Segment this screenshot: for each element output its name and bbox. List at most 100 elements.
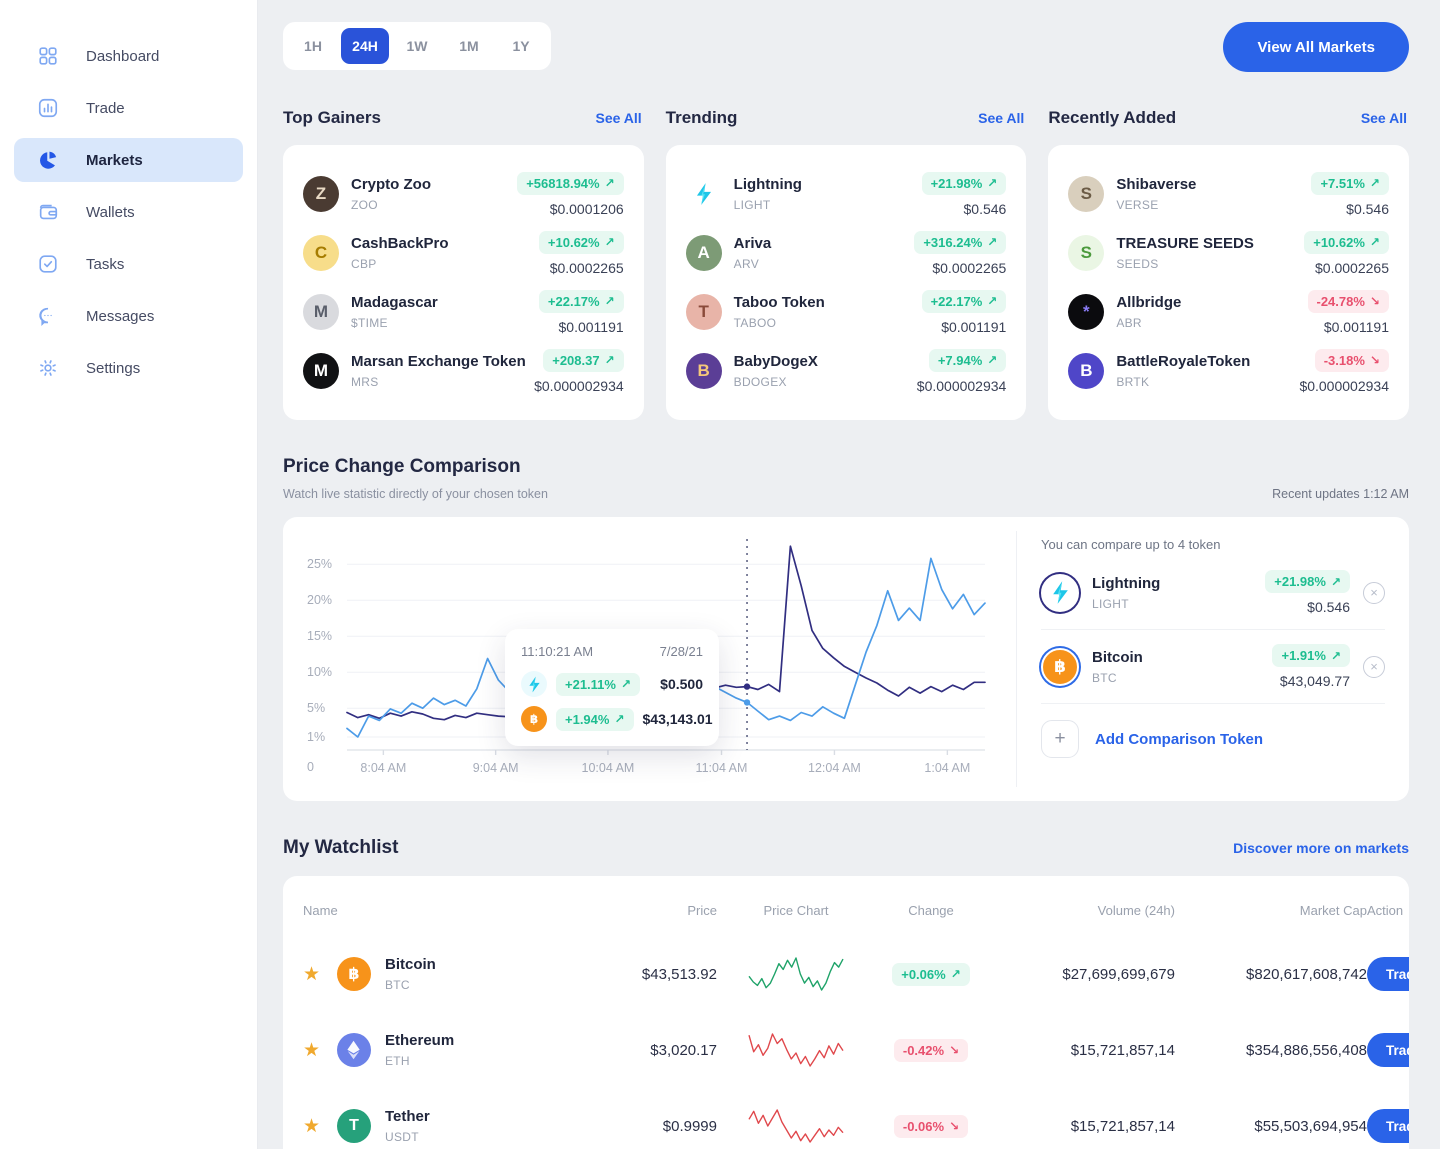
discover-more-link[interactable]: Discover more on markets <box>1233 840 1409 856</box>
range-tab-1w[interactable]: 1W <box>393 28 441 64</box>
tooltip-token-value: $43,143.01 <box>642 711 713 727</box>
change-badge: +7.51% ↗ <box>1311 171 1389 195</box>
price-chart-cell <box>744 953 848 995</box>
tooltip-token-row: ฿ +1.94% ↗ $43,143.01 <box>521 706 713 732</box>
svg-text:10:04 AM: 10:04 AM <box>582 761 635 775</box>
plus-icon[interactable]: + <box>1041 720 1079 758</box>
change-value: -0.42% <box>902 1042 945 1058</box>
token-list-item[interactable]: * Allbridge ABR -24.78% ↘ $0.001191 <box>1068 284 1389 340</box>
token-price: $0.546 <box>1307 599 1350 615</box>
trade-button[interactable]: Trade <box>1367 1033 1409 1067</box>
remove-token-button[interactable]: × <box>1363 581 1385 604</box>
token-list-item[interactable]: Z Crypto Zoo ZOO +56818.94% ↗ $0.0001206 <box>303 166 624 222</box>
price-chart-cell <box>744 1105 848 1147</box>
time-range-tabs: 1H 24H 1W 1M 1Y <box>283 22 551 70</box>
token-symbol: SEEDS <box>1116 257 1159 271</box>
token-price: $43,513.92 <box>641 965 717 983</box>
token-list-item[interactable]: T Taboo Token TABOO +22.17% ↗ $0.001191 <box>685 284 1007 340</box>
sidebar-item-tasks[interactable]: Tasks <box>14 242 243 286</box>
token-list-item[interactable]: M Marsan Exchange Token MRS +208.37 ↗ $0.0000… <box>303 343 624 399</box>
change-value: +22.17% <box>547 293 600 309</box>
add-comparison-token-link[interactable]: Add Comparison Token <box>1095 730 1264 748</box>
token-name: Marsan Exchange Token <box>351 353 526 370</box>
token-name: Shibaverse <box>1116 176 1197 193</box>
messages-icon <box>36 304 60 328</box>
trade-button[interactable]: Trade <box>1367 1109 1409 1143</box>
watchlist-card: Name Price Price Chart Change Volume (24h) Ma… <box>283 876 1409 1149</box>
range-tab-1y[interactable]: 1Y <box>497 28 545 64</box>
volume-value: $15,721,857,14 <box>1070 1041 1175 1059</box>
view-all-markets-button[interactable]: View All Markets <box>1223 22 1409 72</box>
range-tab-24h[interactable]: 24H <box>341 28 389 64</box>
bitcoin-icon: ฿ <box>337 957 371 991</box>
sidebar-item-dashboard[interactable]: Dashboard <box>14 34 243 78</box>
token-price: $0.001191 <box>1323 318 1389 335</box>
sidebar-item-messages[interactable]: Messages <box>14 294 243 338</box>
svg-text:5%: 5% <box>307 701 325 715</box>
see-all-link[interactable]: See All <box>595 110 642 126</box>
lightning-bolt-icon <box>1041 573 1079 612</box>
comparison-chart[interactable]: 11:10:21 AM 7/28/21 +21.11% ↗ $0.500 ฿ +1.94… <box>283 517 1016 801</box>
svg-text:10%: 10% <box>307 665 332 679</box>
token-list-item[interactable]: M Madagascar $TIME +22.17% ↗ $0.001191 <box>303 284 624 340</box>
ethereum-icon <box>337 1033 371 1067</box>
token-symbol: BTC <box>385 978 410 992</box>
wallets-icon <box>36 200 60 224</box>
see-all-link[interactable]: See All <box>978 110 1025 126</box>
change-badge: +22.17% ↗ <box>921 289 1007 313</box>
sidebar-item-markets[interactable]: Markets <box>14 138 243 182</box>
change-badge: +316.24% ↗ <box>914 230 1007 254</box>
token-price: $0.0002265 <box>1315 259 1389 276</box>
token-name: Bitcoin <box>385 956 436 973</box>
tooltip-token-value: $0.500 <box>660 676 703 692</box>
favorite-star-icon[interactable]: ★ <box>303 963 321 985</box>
cashbackpro-icon: C <box>303 235 339 271</box>
token-symbol: ZOO <box>351 198 378 212</box>
token-list-item[interactable]: C CashBackPro CBP +10.62% ↗ $0.0002265 <box>303 225 624 281</box>
token-symbol: CBP <box>351 257 377 271</box>
token-list-item[interactable]: B BabyDogeX BDOGEX +7.94% ↗ $0.000002934 <box>685 343 1007 399</box>
sidebar-item-wallets[interactable]: Wallets <box>14 190 243 234</box>
tasks-icon <box>36 252 60 276</box>
watchlist-row: ★ T Tether USDT $0.9999 -0.06% ↘ $15,721,857,14… <box>303 1088 1409 1149</box>
price-sparkline <box>748 1109 844 1143</box>
remove-token-button[interactable]: × <box>1363 655 1385 678</box>
market-section: Trending See All Lightning LIGHT +21.98% ↗ $0.… <box>665 108 1027 420</box>
token-list-item[interactable]: A Ariva ARV +316.24% ↗ $0.0002265 <box>685 225 1007 281</box>
token-name: CashBackPro <box>351 235 449 252</box>
token-name: Allbridge <box>1116 294 1182 311</box>
section-header: Top Gainers See All <box>283 108 644 128</box>
token-symbol: BTC <box>1092 670 1117 685</box>
change-badge: -24.78% ↘ <box>1307 289 1389 313</box>
sidebar-item-settings[interactable]: Settings <box>14 346 243 390</box>
recent-updates-label: Recent updates 1:12 AM <box>1272 487 1409 501</box>
range-tab-1h[interactable]: 1H <box>289 28 337 64</box>
see-all-link[interactable]: See All <box>1360 110 1407 126</box>
change-badge: -0.42% ↘ <box>893 1038 969 1062</box>
svg-text:0: 0 <box>307 760 314 774</box>
vertical-divider <box>1016 531 1017 787</box>
token-list-item[interactable]: B BattleRoyaleToken BRTK -3.18% ↘ $0.00000293… <box>1068 343 1389 399</box>
section-title: Top Gainers <box>283 108 381 127</box>
token-list-item[interactable]: S TREASURE SEEDS SEEDS +10.62% ↗ $0.0002265 <box>1068 225 1389 281</box>
arrow-down-right-icon: ↘ <box>949 1119 960 1133</box>
favorite-star-icon[interactable]: ★ <box>303 1115 321 1137</box>
arrow-up-right-icon: ↗ <box>1330 648 1341 663</box>
chart-tooltip: 11:10:21 AM 7/28/21 +21.11% ↗ $0.500 ฿ +1.94… <box>505 629 719 746</box>
comparison-token-row: Lightning LIGHT +21.98% ↗ $0.546 × <box>1041 556 1385 630</box>
favorite-star-icon[interactable]: ★ <box>303 1039 321 1061</box>
token-list-item[interactable]: Lightning LIGHT +21.98% ↗ $0.546 <box>685 166 1007 222</box>
token-symbol: LIGHT <box>1092 596 1129 611</box>
allbridge-icon: * <box>1068 294 1105 330</box>
sidebar-item-trade[interactable]: Trade <box>14 86 243 130</box>
tooltip-token-row: +21.11% ↗ $0.500 <box>521 671 703 697</box>
change-value: -0.06% <box>902 1118 945 1134</box>
change-badge: -0.06% ↘ <box>893 1114 969 1138</box>
arrow-up-right-icon: ↗ <box>987 235 998 249</box>
tooltip-date: 7/28/21 <box>659 644 703 659</box>
bitcoin-icon: ฿ <box>521 706 547 732</box>
token-list-item[interactable]: S Shibaverse VERSE +7.51% ↗ $0.546 <box>1068 166 1389 222</box>
sidebar-item-label: Settings <box>86 359 141 377</box>
range-tab-1m[interactable]: 1M <box>445 28 493 64</box>
trade-button[interactable]: Trade <box>1367 957 1409 991</box>
